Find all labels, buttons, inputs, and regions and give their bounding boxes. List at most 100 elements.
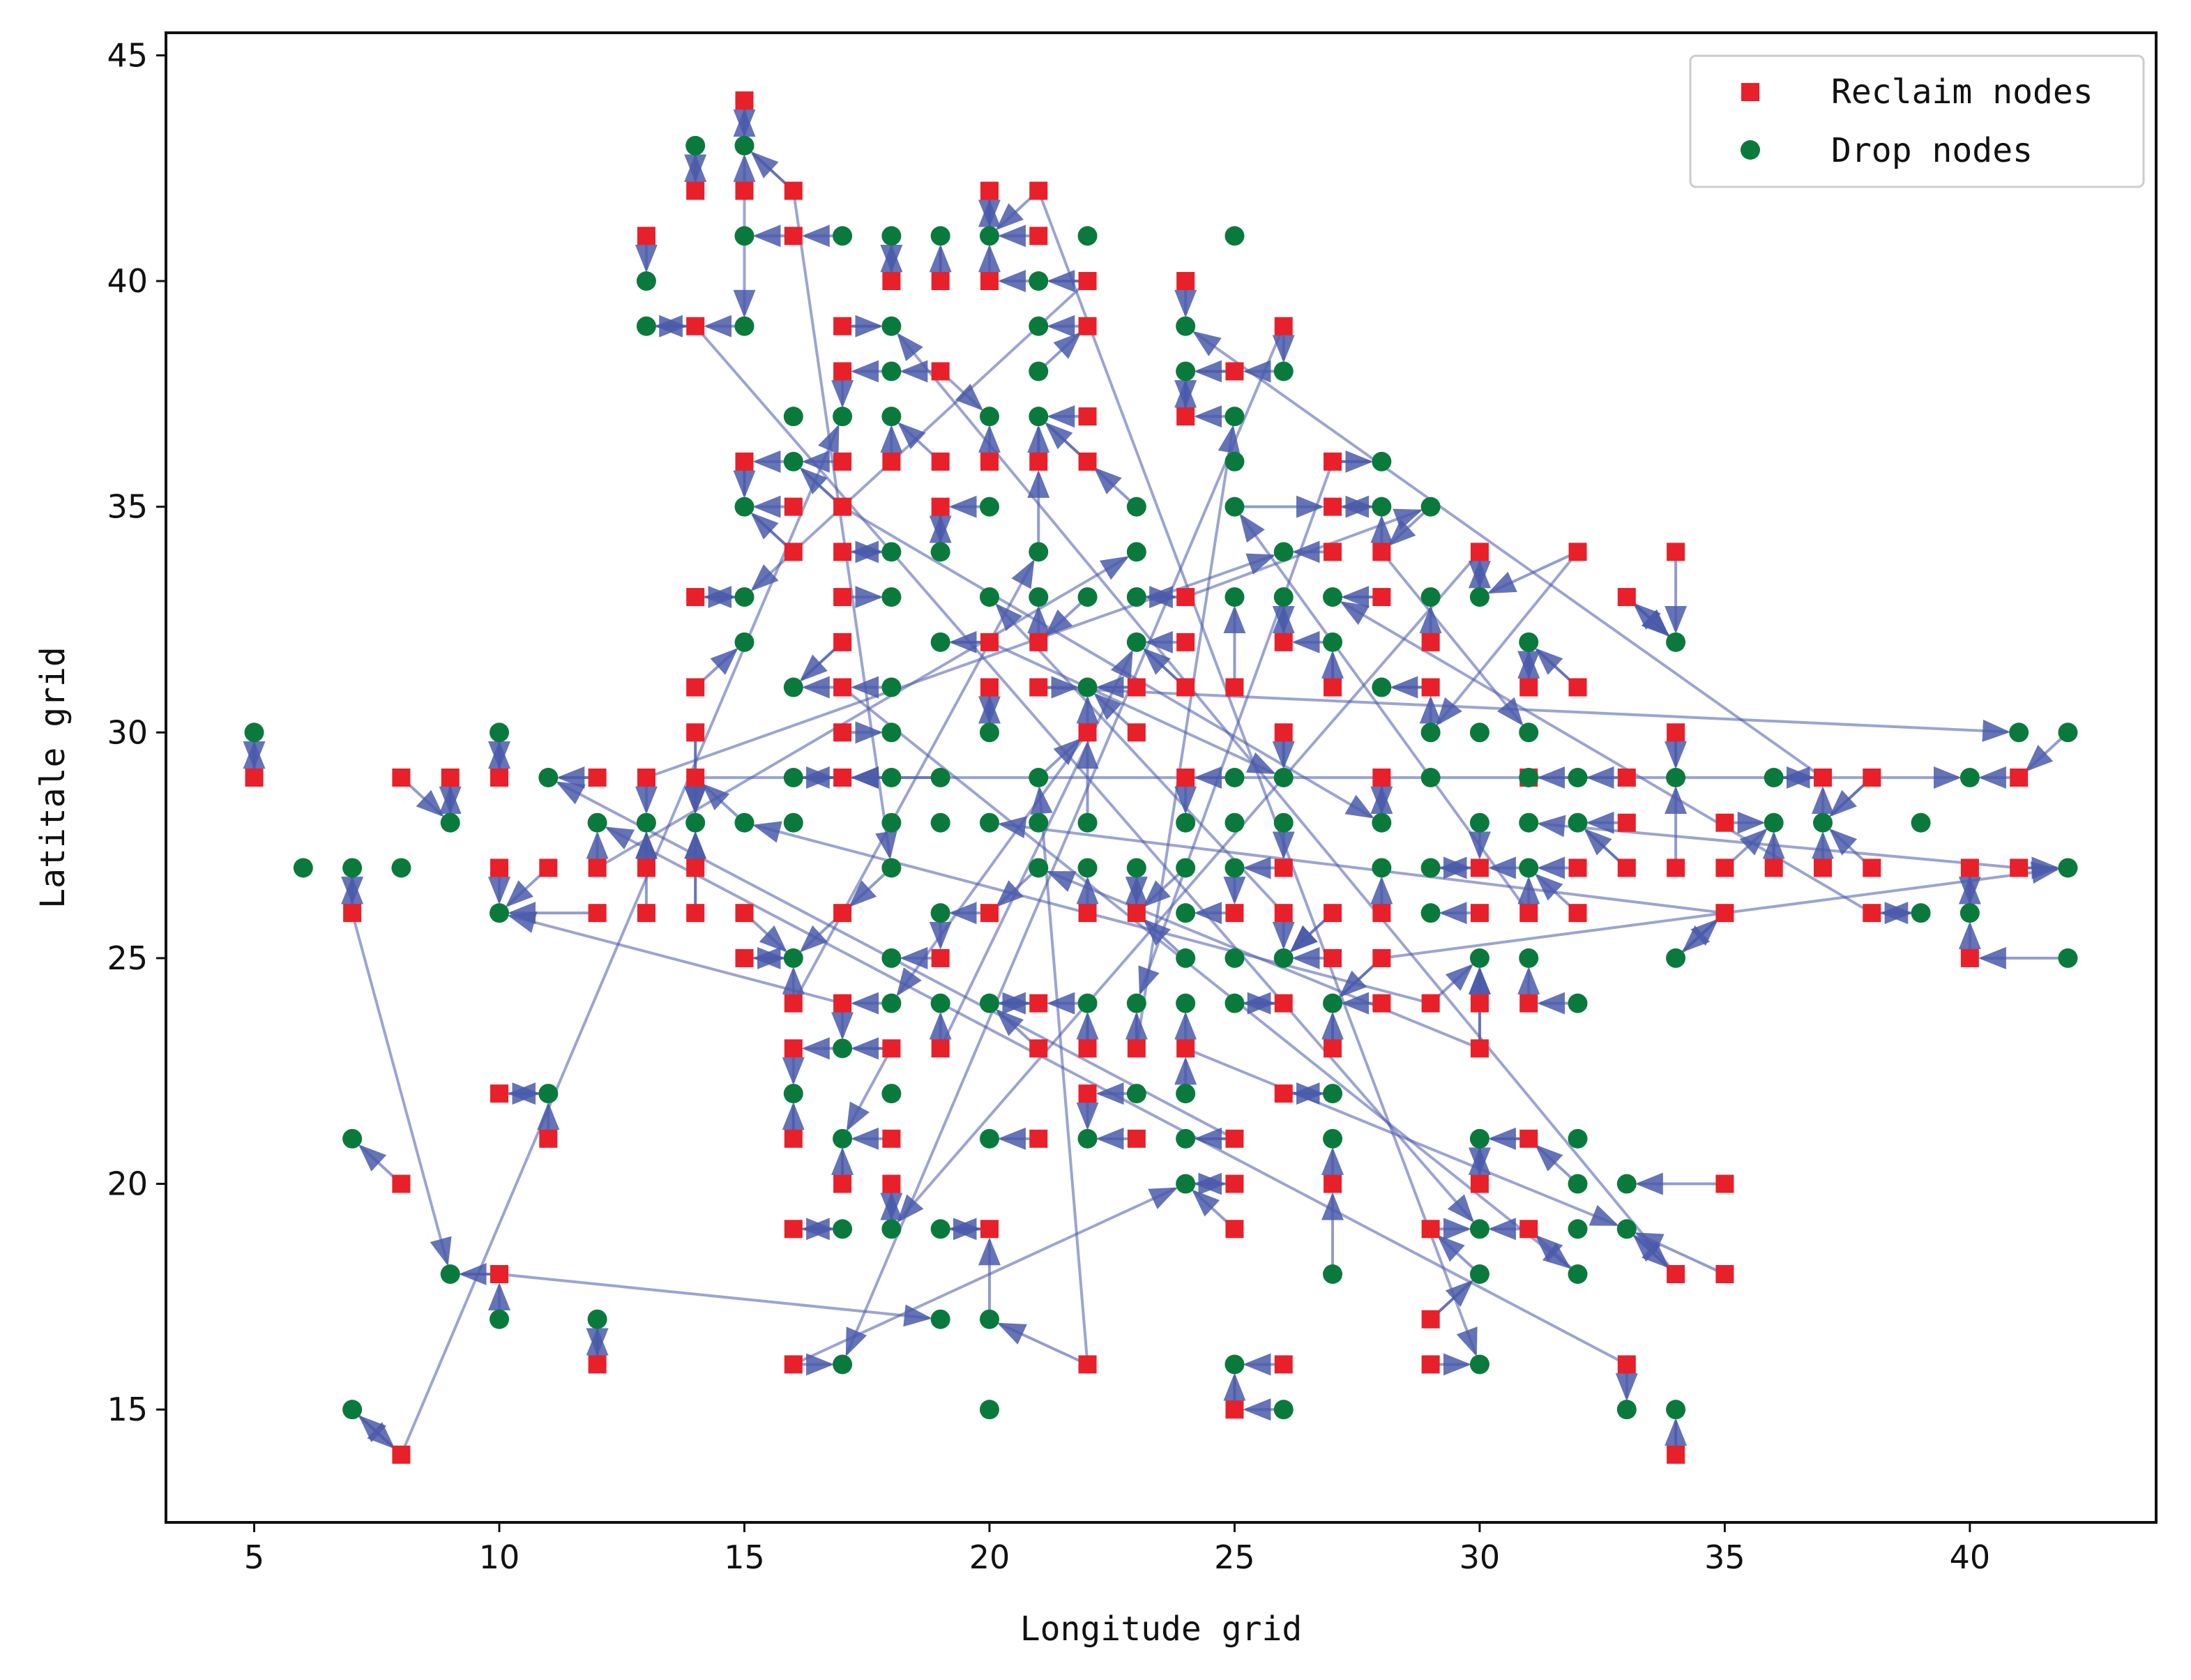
route-arrow — [1340, 601, 1873, 914]
drop-node — [930, 903, 950, 923]
drop-node — [833, 1128, 853, 1149]
reclaim-node — [980, 272, 999, 290]
drop-node — [538, 768, 559, 787]
reclaim-node — [1324, 543, 1342, 561]
reclaim-node — [686, 317, 705, 335]
x-tick-label: 40 — [1950, 1538, 1991, 1576]
drop-node — [783, 948, 803, 968]
reclaim-node — [1324, 1174, 1342, 1193]
reclaim-node — [882, 272, 901, 290]
reclaim-node — [1225, 1129, 1244, 1148]
drop-node — [1029, 587, 1049, 607]
reclaim-node — [882, 1174, 901, 1193]
y-tick-label: 40 — [107, 262, 148, 300]
reclaim-node — [1519, 994, 1538, 1013]
drop-node — [1029, 271, 1049, 291]
drop-node — [1176, 903, 1196, 923]
drop-node — [587, 812, 607, 833]
y-axis-label: Latitale grid — [33, 646, 73, 909]
reclaim-node — [1324, 678, 1342, 697]
route-arrow — [499, 1273, 932, 1327]
drop-node — [881, 768, 902, 787]
reclaim-node — [1863, 858, 1881, 877]
drop-node — [1225, 812, 1245, 833]
drop-node — [1176, 316, 1196, 336]
reclaim-node — [392, 1445, 411, 1464]
drop-node — [1077, 812, 1098, 833]
reclaim-node — [931, 948, 950, 967]
reclaim-node — [1715, 1174, 1734, 1193]
drop-node — [1126, 993, 1146, 1013]
reclaim-node — [1029, 452, 1048, 471]
reclaim-node — [392, 769, 411, 787]
reclaim-node — [1324, 1039, 1342, 1058]
reclaim-node — [1029, 181, 1048, 200]
reclaim-node — [1029, 994, 1048, 1013]
drop-node — [1519, 768, 1539, 787]
reclaim-node — [1960, 948, 1979, 967]
drop-node — [1273, 948, 1294, 968]
reclaim-node — [1225, 904, 1244, 923]
reclaim-node — [833, 633, 852, 651]
reclaim-node — [1568, 543, 1587, 561]
reclaim-node — [1960, 858, 1979, 877]
reclaim-node — [833, 497, 852, 516]
reclaim-node — [1274, 633, 1293, 651]
drop-node — [440, 1264, 460, 1284]
reclaim-node — [1715, 1265, 1734, 1283]
x-tick-label: 35 — [1704, 1538, 1745, 1576]
reclaim-node — [784, 1220, 803, 1239]
reclaim-node — [1617, 858, 1636, 877]
legend-drop-marker — [1741, 140, 1760, 160]
reclaim-node — [931, 1039, 950, 1058]
x-axis-label: Longitude grid — [1020, 1610, 1303, 1649]
drop-node — [1225, 768, 1245, 787]
drop-node — [1323, 1084, 1343, 1104]
drop-node — [1273, 768, 1294, 787]
reclaim-node — [1372, 994, 1391, 1013]
drop-node — [1029, 407, 1049, 427]
route-arrow — [896, 732, 1089, 997]
drop-node — [1029, 316, 1049, 336]
reclaim-node — [1127, 678, 1146, 697]
drop-node — [979, 407, 999, 427]
drop-node — [1077, 1128, 1098, 1149]
drop-node — [833, 1219, 853, 1239]
drop-node — [1568, 1128, 1588, 1149]
drop-node — [1126, 858, 1146, 878]
reclaim-node — [1470, 1039, 1489, 1058]
reclaim-node — [1324, 948, 1342, 967]
reclaim-node — [441, 769, 460, 787]
reclaim-node — [882, 1039, 901, 1058]
reclaim-node — [1176, 769, 1195, 787]
reclaim-node — [588, 1355, 607, 1374]
drop-node — [1029, 542, 1049, 562]
drop-node — [685, 135, 706, 156]
reclaim-node — [1813, 769, 1832, 787]
reclaim-node — [1274, 723, 1293, 742]
drop-node — [1225, 226, 1245, 246]
drop-node — [1077, 858, 1098, 878]
drop-node — [979, 497, 999, 517]
drop-node — [1519, 632, 1539, 652]
route-arrow — [351, 912, 452, 1266]
drop-node — [930, 632, 950, 652]
reclaim-node — [343, 904, 362, 923]
drop-node — [1225, 948, 1245, 968]
route-arrow — [1436, 551, 1579, 726]
reclaim-node — [1324, 452, 1342, 471]
reclaim-node — [539, 858, 558, 877]
reclaim-node — [1667, 858, 1685, 877]
drop-node — [2058, 948, 2078, 968]
drop-node — [1323, 1264, 1343, 1284]
drop-node — [1126, 1084, 1146, 1104]
drop-node — [1176, 858, 1196, 878]
drop-node — [1519, 858, 1539, 878]
drop-node — [1225, 858, 1245, 878]
reclaim-node — [1617, 588, 1636, 607]
route-arrow — [1046, 870, 1480, 1050]
drop-node — [930, 812, 950, 833]
drop-node — [881, 722, 902, 743]
legend-box — [1689, 54, 2145, 188]
drop-node — [881, 361, 902, 381]
